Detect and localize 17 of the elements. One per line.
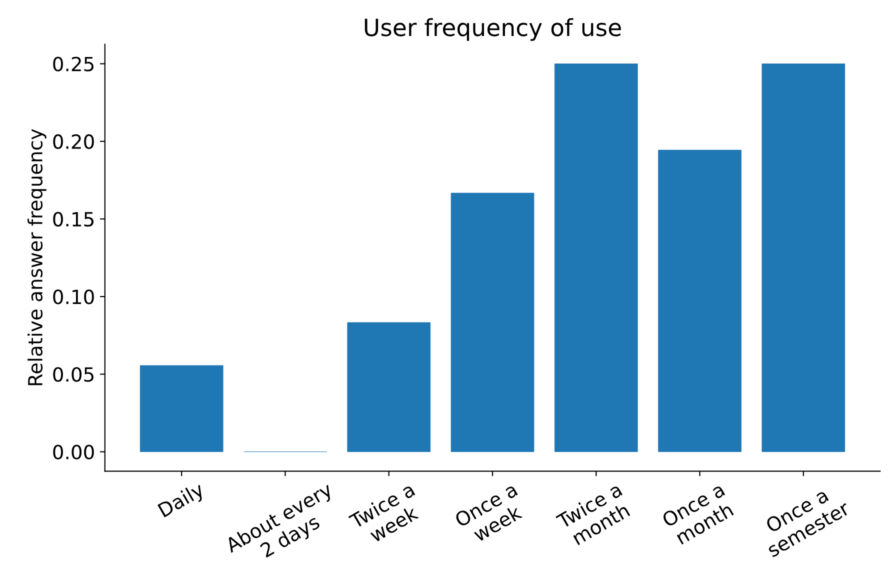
bar: [658, 150, 742, 452]
bar: [347, 322, 431, 452]
y-tick-label: 0.15: [53, 212, 94, 227]
bar: [554, 64, 638, 452]
bar: [762, 64, 846, 452]
y-axis-title: Relative answer frequency: [28, 129, 46, 386]
y-tick-label: 0.00: [53, 444, 94, 460]
y-tick-label: 0.20: [53, 134, 94, 150]
y-tick-label: 0.05: [53, 367, 94, 382]
y-tick-label: 0.10: [53, 290, 94, 304]
x-tick-label: Daily: [157, 481, 208, 521]
chart-title: User frequency of use: [364, 18, 621, 41]
y-tick-label: 0.25: [53, 56, 94, 72]
x-tick-label: Twice a week: [348, 482, 420, 543]
bar: [140, 365, 224, 452]
bar: [450, 192, 534, 452]
x-tick-label: Once a week: [454, 482, 523, 542]
